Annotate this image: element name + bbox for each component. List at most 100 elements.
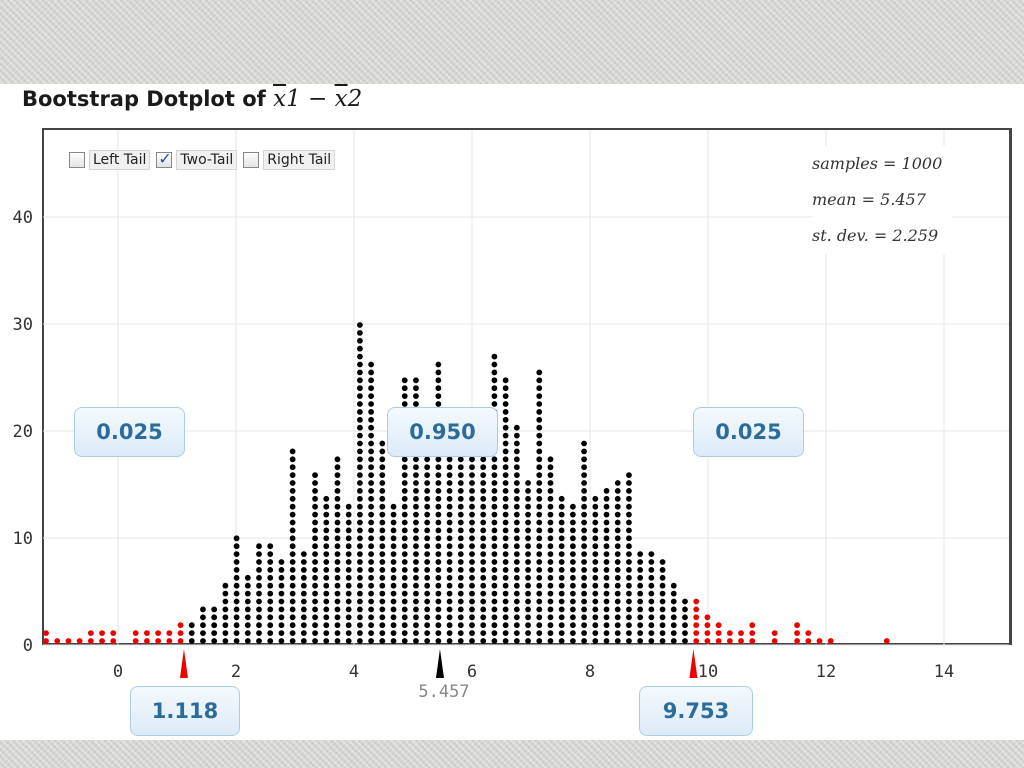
dot bbox=[659, 582, 666, 589]
dot bbox=[502, 495, 509, 502]
dot bbox=[267, 567, 274, 573]
dot bbox=[502, 377, 509, 384]
dot bbox=[469, 543, 475, 550]
left-tail-option[interactable]: Left Tail bbox=[69, 150, 151, 170]
dot bbox=[536, 480, 543, 486]
tail-dot bbox=[43, 630, 49, 636]
dot bbox=[648, 614, 655, 621]
dot bbox=[424, 590, 431, 597]
right-tail-option[interactable]: Right Tail bbox=[243, 150, 336, 170]
dot bbox=[435, 527, 442, 534]
dot bbox=[525, 574, 531, 581]
dot bbox=[457, 527, 464, 534]
dot bbox=[446, 480, 453, 486]
dot bbox=[323, 511, 330, 518]
mean-stat: mean = 5.457 bbox=[812, 190, 926, 209]
left-tail-checkbox[interactable] bbox=[69, 152, 85, 168]
dot bbox=[357, 345, 363, 352]
dot bbox=[592, 559, 599, 565]
dot bbox=[379, 638, 386, 644]
dot bbox=[547, 511, 554, 518]
tail-dot bbox=[794, 630, 800, 636]
dot bbox=[536, 527, 543, 534]
dot bbox=[435, 574, 442, 581]
dot bbox=[536, 369, 543, 376]
dot bbox=[581, 448, 587, 455]
dot bbox=[368, 567, 375, 573]
tail-dot bbox=[132, 630, 139, 636]
dot bbox=[525, 598, 531, 605]
dot bbox=[323, 606, 330, 613]
dot bbox=[525, 582, 531, 589]
dot bbox=[502, 503, 509, 510]
dot bbox=[480, 582, 487, 589]
dot bbox=[256, 551, 262, 557]
dot bbox=[502, 480, 509, 486]
left-proportion-box[interactable]: 0.025 bbox=[74, 407, 185, 457]
lower-cutoff-box[interactable]: 1.118 bbox=[130, 686, 240, 736]
dot bbox=[413, 638, 419, 644]
dot bbox=[345, 598, 352, 605]
dot bbox=[289, 503, 296, 510]
dot bbox=[547, 574, 554, 581]
dot bbox=[547, 472, 554, 478]
dot bbox=[603, 630, 610, 636]
right-tail-label[interactable]: Right Tail bbox=[263, 150, 336, 170]
dot bbox=[222, 590, 229, 597]
dot bbox=[469, 535, 475, 542]
dot bbox=[312, 503, 318, 510]
two-tail-option[interactable]: Two-Tail bbox=[156, 149, 238, 170]
dot bbox=[390, 535, 397, 542]
dot bbox=[390, 614, 397, 621]
dot bbox=[469, 551, 475, 557]
dot bbox=[648, 622, 655, 629]
dot bbox=[581, 464, 587, 471]
dot bbox=[491, 559, 498, 565]
dot bbox=[648, 559, 655, 565]
upper-cutoff-box[interactable]: 9.753 bbox=[639, 686, 753, 736]
left-tail-label[interactable]: Left Tail bbox=[89, 150, 151, 170]
cutoff-markers: 5.457 bbox=[179, 649, 698, 702]
dot bbox=[581, 488, 587, 494]
middle-proportion-box[interactable]: 0.950 bbox=[387, 407, 498, 457]
dot bbox=[569, 638, 576, 644]
dot bbox=[233, 622, 240, 629]
dot bbox=[368, 606, 375, 613]
dot bbox=[424, 472, 431, 478]
right-tail-checkbox[interactable] bbox=[243, 152, 260, 168]
dot bbox=[480, 630, 487, 636]
dot bbox=[424, 495, 431, 502]
dot bbox=[569, 527, 576, 534]
dot bbox=[289, 495, 296, 502]
dot bbox=[491, 567, 498, 573]
right-proportion-box[interactable]: 0.025 bbox=[693, 407, 804, 457]
dot bbox=[334, 472, 341, 478]
dot bbox=[469, 464, 475, 471]
dot bbox=[469, 598, 475, 605]
tail-dot bbox=[715, 622, 722, 629]
mean-marker bbox=[435, 649, 444, 678]
dot bbox=[267, 638, 274, 644]
dot bbox=[368, 630, 375, 636]
dot bbox=[312, 606, 318, 613]
dot bbox=[379, 488, 386, 494]
dot bbox=[502, 432, 509, 439]
dot bbox=[435, 535, 442, 542]
dot bbox=[379, 456, 386, 463]
dot bbox=[491, 369, 498, 376]
dot bbox=[435, 495, 442, 502]
dot bbox=[300, 574, 307, 581]
dot bbox=[424, 543, 431, 550]
two-tail-checkbox[interactable] bbox=[156, 149, 173, 168]
dot bbox=[188, 622, 195, 629]
dot bbox=[558, 495, 565, 502]
dot bbox=[480, 622, 487, 629]
dot bbox=[502, 638, 509, 644]
two-tail-label[interactable]: Two-Tail bbox=[176, 150, 238, 170]
dot bbox=[536, 614, 543, 621]
dot bbox=[603, 590, 610, 597]
dot bbox=[502, 401, 509, 407]
dot bbox=[357, 559, 363, 565]
dot bbox=[357, 582, 363, 589]
dot bbox=[345, 527, 352, 534]
